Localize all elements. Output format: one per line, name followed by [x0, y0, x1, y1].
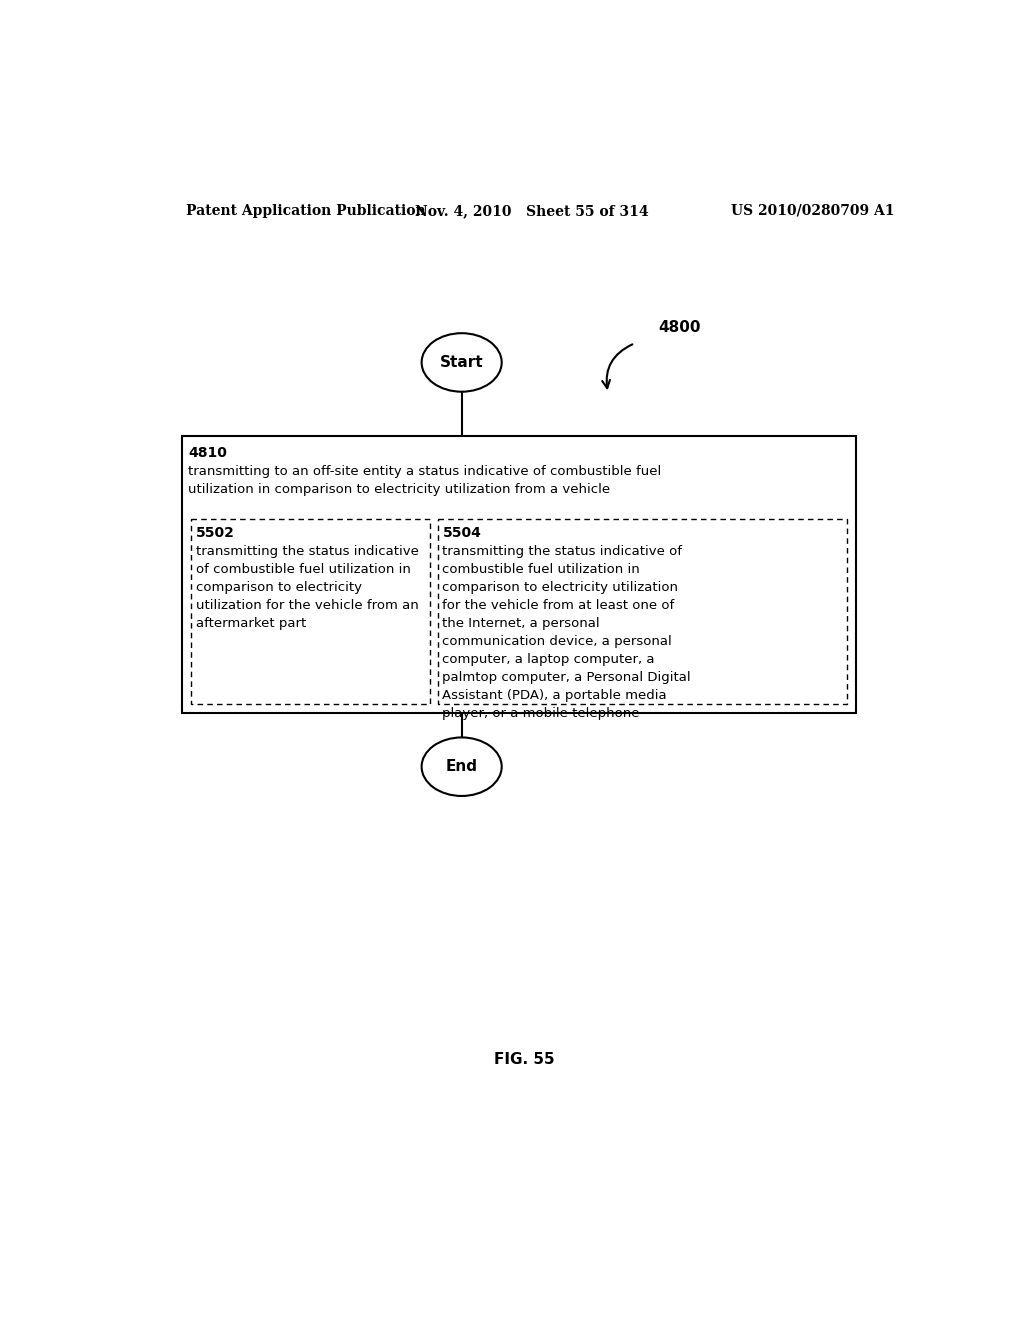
- Text: End: End: [445, 759, 477, 775]
- Text: 5504: 5504: [442, 527, 481, 540]
- Bar: [438, 519, 847, 704]
- Text: 4800: 4800: [658, 319, 700, 335]
- Text: 5502: 5502: [196, 527, 234, 540]
- Text: Nov. 4, 2010   Sheet 55 of 314: Nov. 4, 2010 Sheet 55 of 314: [416, 203, 649, 218]
- Text: transmitting the status indicative
of combustible fuel utilization in
comparison: transmitting the status indicative of co…: [196, 545, 419, 630]
- Text: Start: Start: [440, 355, 483, 370]
- Bar: [191, 519, 430, 704]
- Text: Patent Application Publication: Patent Application Publication: [186, 203, 426, 218]
- Text: US 2010/0280709 A1: US 2010/0280709 A1: [731, 203, 895, 218]
- Bar: [182, 436, 856, 713]
- Text: transmitting to an off-site entity a status indicative of combustible fuel
utili: transmitting to an off-site entity a sta…: [188, 465, 662, 496]
- Text: FIG. 55: FIG. 55: [495, 1052, 555, 1067]
- FancyArrowPatch shape: [602, 345, 633, 388]
- Text: 4810: 4810: [188, 446, 227, 461]
- Text: transmitting the status indicative of
combustible fuel utilization in
comparison: transmitting the status indicative of co…: [442, 545, 691, 719]
